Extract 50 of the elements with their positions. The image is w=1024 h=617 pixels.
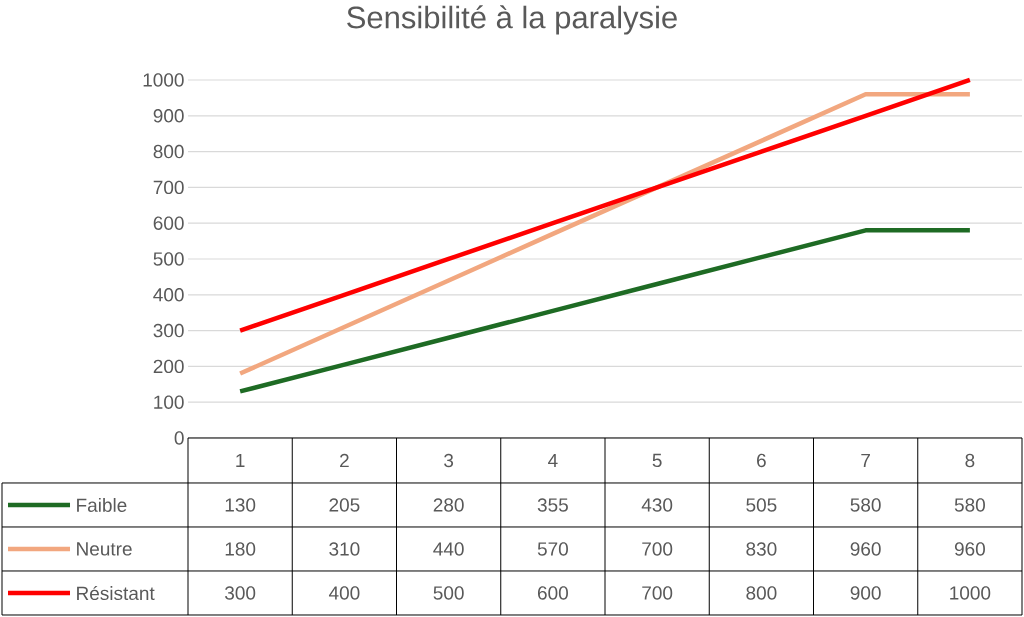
line-series — [237, 228, 973, 394]
data-label: 430 — [641, 498, 673, 512]
data-label: 700 — [642, 542, 673, 556]
y-tick-label: 600 — [153, 216, 184, 230]
chart-title: Sensibilité à la paralysie — [347, 5, 677, 35]
data-label: 180 — [225, 542, 256, 556]
data-label: 580 — [954, 498, 985, 512]
x-tick-label: 2 — [340, 453, 349, 468]
x-tick-label: 5 — [652, 453, 662, 468]
y-tick-label: 200 — [153, 359, 184, 374]
legend-label: Résistant — [77, 585, 155, 601]
y-tick-label: 0 — [174, 431, 184, 445]
y-tick-label: 700 — [153, 180, 184, 195]
x-tick-label: 3 — [444, 453, 454, 468]
y-tick-label: 900 — [153, 109, 184, 123]
y-tick-label: 1000 — [143, 73, 184, 87]
y-tick-label: 300 — [153, 323, 184, 338]
data-label: 280 — [433, 498, 464, 512]
data-label: 300 — [225, 586, 256, 600]
data-label: 700 — [642, 586, 673, 600]
legend-label: Faible — [77, 498, 127, 512]
y-tick-label: 800 — [153, 144, 184, 159]
data-label: 570 — [537, 542, 568, 556]
data-label: 355 — [537, 498, 568, 512]
data-label: 440 — [433, 542, 464, 556]
data-label: 310 — [329, 542, 360, 556]
x-tick-label: 6 — [757, 453, 766, 468]
y-tick-label: 400 — [153, 288, 184, 302]
y-tick-label: 500 — [153, 252, 184, 266]
data-label: 580 — [850, 498, 881, 512]
data-label: 600 — [537, 586, 568, 600]
data-label: 205 — [329, 498, 360, 512]
x-tick-label: 8 — [965, 453, 975, 468]
data-label: 830 — [746, 542, 777, 556]
line-series — [237, 92, 973, 376]
data-label: 800 — [746, 586, 777, 600]
data-label: 960 — [850, 542, 881, 556]
y-tick-label: 100 — [154, 395, 184, 409]
data-label: 900 — [850, 586, 881, 600]
data-label: 960 — [954, 542, 985, 556]
data-label: 130 — [225, 498, 256, 512]
data-label: 400 — [328, 586, 360, 600]
x-tick-label: 7 — [861, 453, 870, 468]
legend-label: Neutre — [77, 542, 132, 556]
data-label: 1000 — [950, 586, 991, 600]
line-series — [237, 77, 973, 333]
data-label: 505 — [746, 498, 777, 512]
x-tick-label: 1 — [236, 453, 245, 468]
x-tick-label: 4 — [548, 453, 558, 468]
data-label: 500 — [433, 586, 464, 600]
